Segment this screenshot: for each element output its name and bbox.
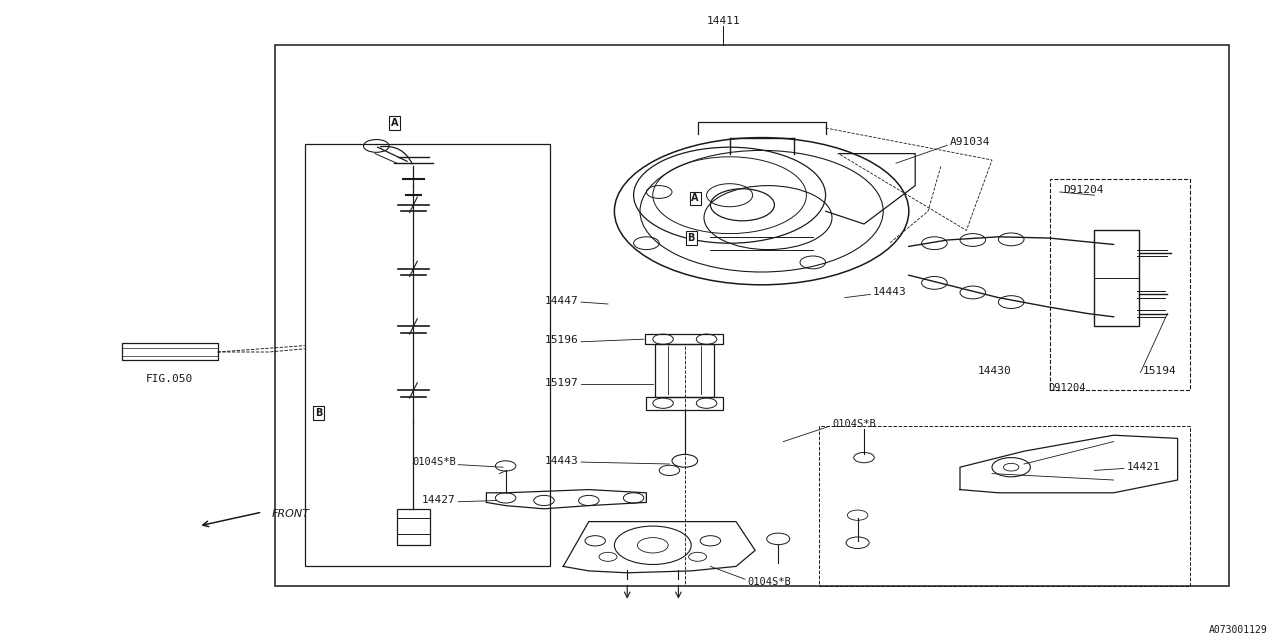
Bar [645, 334, 723, 344]
Text: 14430: 14430 [978, 366, 1011, 376]
Text: 14427: 14427 [422, 495, 456, 506]
Text: 0104S*B: 0104S*B [832, 419, 876, 429]
Bar [1094, 230, 1139, 326]
Bar [275, 45, 1229, 586]
Text: 14411: 14411 [707, 16, 740, 26]
Text: FIG.050: FIG.050 [146, 374, 192, 384]
Bar [1050, 179, 1190, 390]
Text: 14443: 14443 [545, 456, 579, 466]
Bar [122, 343, 218, 360]
Text: FRONT: FRONT [271, 509, 310, 519]
Text: 14447: 14447 [545, 296, 579, 306]
Text: 14421: 14421 [1126, 462, 1160, 472]
Bar [646, 397, 723, 410]
Text: 0104S*B: 0104S*B [412, 457, 456, 467]
Bar [655, 344, 714, 397]
Text: D91204: D91204 [1048, 383, 1085, 394]
Text: B: B [315, 408, 323, 418]
Bar [819, 426, 1190, 586]
Text: A: A [691, 193, 699, 204]
Text: 15196: 15196 [545, 335, 579, 346]
Text: A: A [390, 118, 398, 128]
Text: 0104S*B: 0104S*B [748, 577, 791, 587]
Text: 15197: 15197 [545, 378, 579, 388]
Text: 15194: 15194 [1143, 366, 1176, 376]
Bar [397, 509, 430, 545]
Bar [305, 144, 550, 566]
Text: 14443: 14443 [873, 287, 906, 298]
Text: A073001129: A073001129 [1208, 625, 1267, 635]
Text: D91204: D91204 [1064, 185, 1105, 195]
Text: A91034: A91034 [950, 137, 991, 147]
Text: B: B [687, 233, 695, 243]
